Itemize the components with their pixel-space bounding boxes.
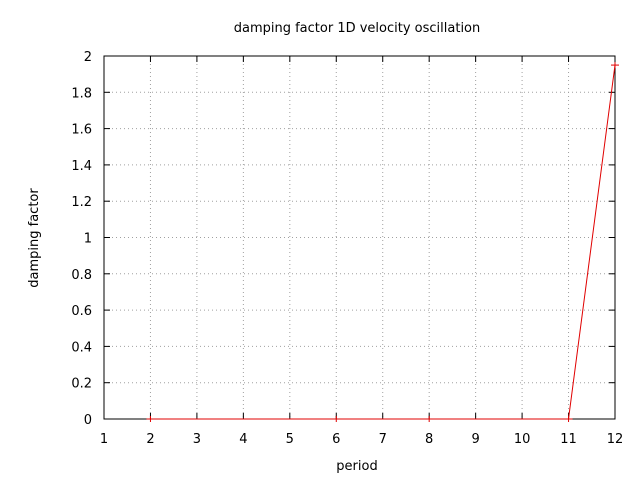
x-axis-tick-labels: 1 2 3 4 5 6 7 8 9 10 11 12 (100, 432, 623, 447)
y-tick-label: 1.8 (71, 86, 92, 101)
y-tick-label: 2 (84, 50, 92, 65)
x-axis-label: period (336, 459, 377, 474)
y-tick-label: 1 (84, 232, 92, 247)
y-tick-label: 0.6 (71, 304, 92, 319)
data-point (425, 416, 434, 422)
x-tick-label: 1 (100, 432, 108, 447)
axis-ticks (103, 55, 616, 420)
x-tick-label: 2 (146, 432, 154, 447)
x-tick-label: 8 (425, 432, 433, 447)
x-tick-label: 5 (286, 432, 294, 447)
data-point (564, 416, 573, 422)
x-tick-label: 9 (471, 432, 479, 447)
y-axis-tick-labels: 0 0.2 0.4 0.6 0.8 1 1.2 1.4 1.6 1.8 2 (71, 50, 92, 428)
x-tick-label: 12 (607, 432, 624, 447)
series (146, 62, 619, 422)
y-tick-label: 0.8 (71, 268, 92, 283)
chart-title: damping factor 1D velocity oscillation (234, 21, 481, 36)
y-tick-label: 0 (84, 413, 92, 428)
y-tick-label: 0.2 (71, 377, 92, 392)
y-axis-label: damping factor (27, 188, 42, 288)
x-tick-label: 6 (332, 432, 340, 447)
series-line (150, 65, 616, 420)
y-tick-label: 1.6 (71, 123, 92, 138)
data-point (146, 416, 155, 422)
data-point (332, 416, 341, 422)
x-tick-label: 10 (514, 432, 531, 447)
grid (104, 56, 615, 419)
x-tick-label: 4 (239, 432, 247, 447)
y-tick-label: 1.2 (71, 195, 92, 210)
y-tick-label: 0.4 (71, 340, 92, 355)
data-point (611, 62, 619, 69)
x-tick-label: 7 (379, 432, 387, 447)
x-tick-label: 3 (193, 432, 201, 447)
x-tick-label: 11 (560, 432, 577, 447)
y-tick-label: 1.4 (71, 159, 92, 174)
